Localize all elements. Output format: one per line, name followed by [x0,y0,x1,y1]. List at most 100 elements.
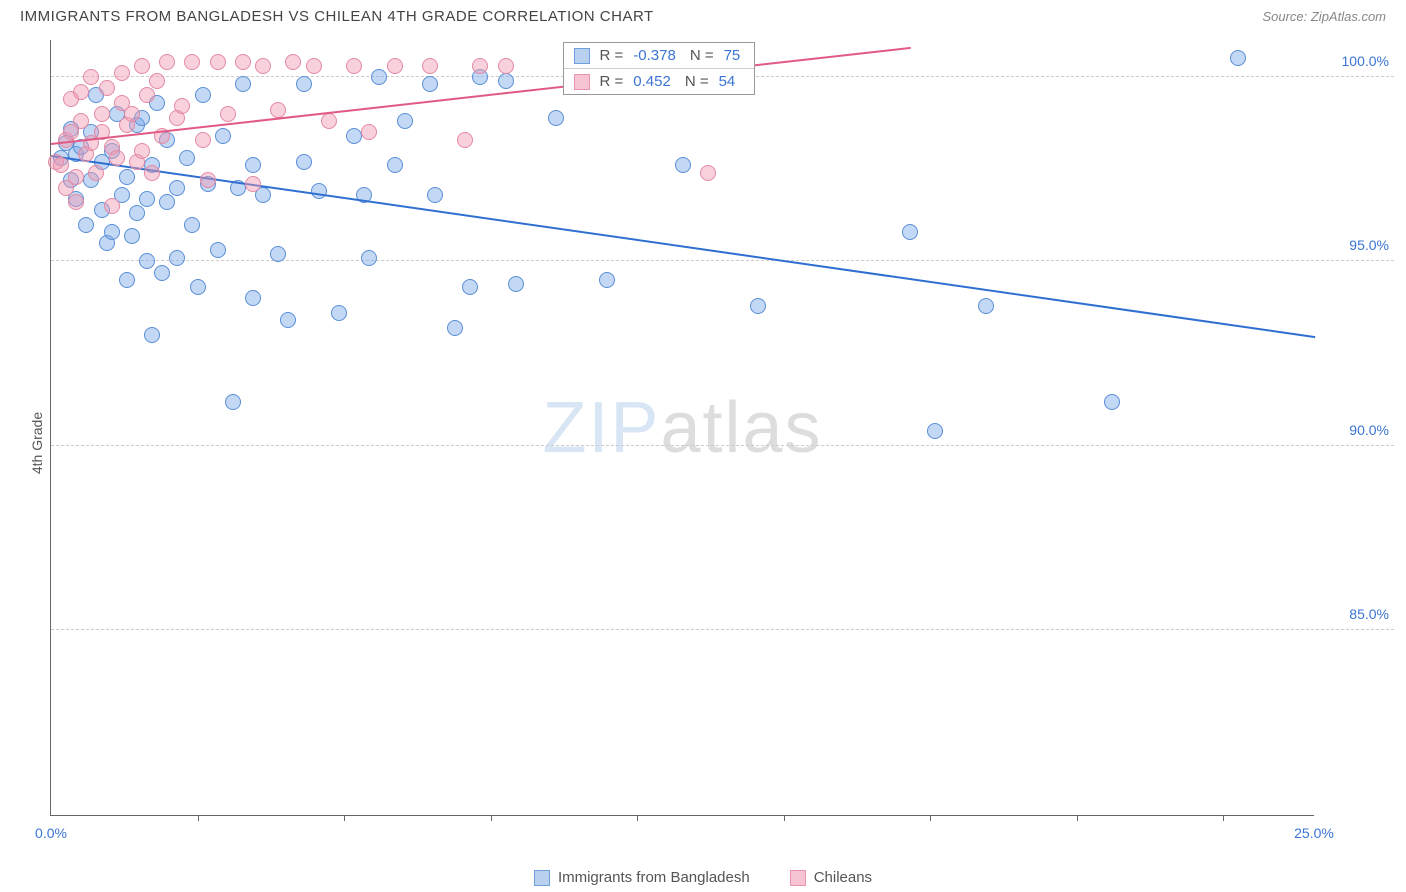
scatter-point [149,73,165,89]
scatter-point [83,69,99,85]
scatter-point [200,172,216,188]
stats-row: R =-0.378N =75 [564,43,755,68]
scatter-point [472,58,488,74]
scatter-point [184,217,200,233]
y-axis-label: 4th Grade [29,412,45,474]
scatter-point [397,113,413,129]
scatter-point [548,110,564,126]
x-tick [637,815,638,821]
scatter-point [184,54,200,70]
plot-wrap: 4th Grade ZIPatlas 85.0%90.0%95.0%100.0%… [50,40,1394,846]
y-tick-label: 95.0% [1349,237,1389,253]
x-tick [784,815,785,821]
scatter-point [296,76,312,92]
x-tick [198,815,199,821]
scatter-point [119,169,135,185]
watermark: ZIPatlas [542,387,822,469]
source-label: Source: ZipAtlas.com [1262,9,1386,24]
scatter-point [927,423,943,439]
scatter-point [99,80,115,96]
scatter-point [124,228,140,244]
scatter-point [700,165,716,181]
scatter-point [285,54,301,70]
scatter-point [53,157,69,173]
chart-header: IMMIGRANTS FROM BANGLADESH VS CHILEAN 4T… [0,0,1406,29]
legend-swatch [574,48,590,64]
scatter-point [371,69,387,85]
scatter-point [387,157,403,173]
scatter-point [321,113,337,129]
scatter-point [270,246,286,262]
stat-r-label: R = [600,73,624,90]
x-tick [491,815,492,821]
scatter-point [139,87,155,103]
scatter-point [361,250,377,266]
stat-n-value: 54 [719,73,736,90]
x-tick [344,815,345,821]
scatter-point [280,312,296,328]
scatter-point [114,65,130,81]
legend-label: Chileans [814,869,872,886]
stat-r-value: -0.378 [633,47,676,64]
stat-n-label: N = [685,73,709,90]
gridline-h [51,445,1394,446]
scatter-point [119,272,135,288]
scatter-point [73,84,89,100]
scatter-point [245,176,261,192]
scatter-point [104,198,120,214]
scatter-point [109,150,125,166]
scatter-point [139,191,155,207]
scatter-point [225,394,241,410]
scatter-point [159,54,175,70]
scatter-point [139,253,155,269]
x-tick [930,815,931,821]
stat-r-label: R = [600,47,624,64]
scatter-point [129,205,145,221]
scatter-point [331,305,347,321]
legend-label: Immigrants from Bangladesh [558,869,750,886]
scatter-point [427,187,443,203]
legend: Immigrants from Bangladesh Chileans [0,869,1406,886]
scatter-point [104,224,120,240]
scatter-point [210,54,226,70]
gridline-h [51,629,1394,630]
x-tick [1077,815,1078,821]
stat-r-value: 0.452 [633,73,671,90]
y-tick-label: 90.0% [1349,422,1389,438]
scatter-point [422,76,438,92]
scatter-point [1230,50,1246,66]
scatter-point [169,180,185,196]
legend-item: Immigrants from Bangladesh [534,869,750,886]
scatter-point [498,73,514,89]
scatter-point [73,113,89,129]
scatter-point [124,106,140,122]
scatter-point [134,58,150,74]
x-tick-label: 25.0% [1294,825,1334,841]
scatter-point [270,102,286,118]
scatter-point [159,194,175,210]
scatter-point [210,242,226,258]
scatter-point [190,279,206,295]
watermark-part2: atlas [660,388,822,468]
scatter-point [68,194,84,210]
plot-area: ZIPatlas 85.0%90.0%95.0%100.0%0.0%25.0%R… [50,40,1314,816]
scatter-point [422,58,438,74]
chart-title: IMMIGRANTS FROM BANGLADESH VS CHILEAN 4T… [20,8,654,25]
stat-n-label: N = [690,47,714,64]
scatter-point [169,250,185,266]
gridline-h [51,260,1394,261]
scatter-point [387,58,403,74]
legend-item: Chileans [790,869,872,886]
scatter-point [498,58,514,74]
scatter-point [462,279,478,295]
scatter-point [174,98,190,114]
scatter-point [311,183,327,199]
scatter-point [447,320,463,336]
scatter-point [296,154,312,170]
scatter-point [144,327,160,343]
watermark-part1: ZIP [542,388,660,468]
x-tick [1223,815,1224,821]
scatter-point [235,54,251,70]
legend-swatch [534,870,550,886]
scatter-point [134,143,150,159]
